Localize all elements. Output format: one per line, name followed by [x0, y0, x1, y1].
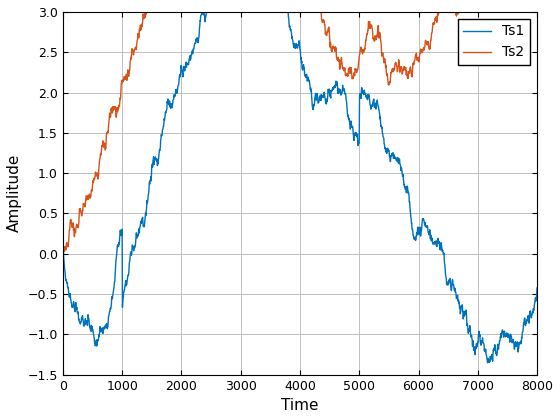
- Ts2: [358, 49, 365, 54]
- Ts2: [494, 0, 501, 2]
- Ts1: [484, 360, 491, 365]
- Ts1: [534, 285, 540, 290]
- Line: Ts1: Ts1: [63, 0, 537, 363]
- Ts1: [298, 66, 305, 71]
- Ts1: [358, 85, 365, 90]
- Ts1: [494, 348, 501, 353]
- Y-axis label: Amplitude: Amplitude: [7, 154, 22, 233]
- X-axis label: Time: Time: [281, 398, 319, 413]
- Ts1: [527, 309, 534, 314]
- Ts1: [59, 251, 66, 256]
- Line: Ts2: Ts2: [63, 0, 537, 254]
- Ts1: [501, 330, 508, 335]
- Legend: Ts1, Ts2: Ts1, Ts2: [458, 19, 530, 65]
- Ts2: [59, 251, 66, 256]
